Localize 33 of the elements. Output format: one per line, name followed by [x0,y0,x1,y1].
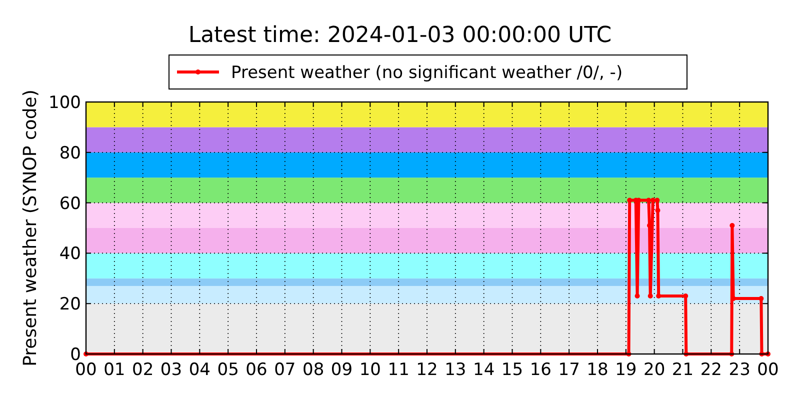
x-tick-label: 00 [757,360,779,380]
y-axis-title: Present weather (SYNOP code) [20,90,41,366]
x-tick-label: 10 [359,360,381,380]
x-tick-label: 14 [473,360,495,380]
x-tick-label: 07 [274,360,296,380]
y-tick-label: 20 [59,294,81,315]
x-tick-label: 16 [530,360,552,380]
x-tick-label: 11 [388,360,410,380]
x-tick-label: 03 [160,360,182,380]
x-tick-label: 06 [246,360,268,380]
x-tick-label: 05 [217,360,239,380]
legend-label: Present weather (no significant weather /0/, -) [231,63,623,83]
x-tick-label: 15 [501,360,524,380]
x-tick-label: 19 [615,360,637,380]
y-tick-label: 100 [48,93,81,113]
x-tick-label: 00 [75,360,97,380]
x-tick-label: 17 [558,360,580,380]
x-tick-label: 08 [302,360,324,380]
y-tick-label: 80 [59,143,81,164]
x-tick-label: 23 [728,360,750,380]
x-tick-label: 13 [444,360,466,380]
y-tick-label: 40 [59,244,81,264]
x-tick-label: 01 [104,360,126,380]
x-tick-label: 02 [132,360,154,380]
x-tick-label: 20 [644,360,666,380]
chart-title: Latest time: 2024-01-03 00:00:00 UTC [188,23,612,48]
x-tick-label: 09 [330,360,353,380]
x-tick-label: 21 [672,360,694,380]
x-tick-label: 18 [586,360,608,380]
x-tick-label: 12 [416,360,438,380]
x-tick-label: 04 [188,360,210,380]
y-tick-label: 60 [59,194,81,214]
x-tick-label: 22 [700,360,722,380]
